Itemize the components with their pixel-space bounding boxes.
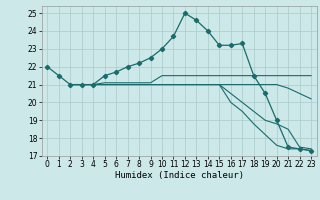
- X-axis label: Humidex (Indice chaleur): Humidex (Indice chaleur): [115, 171, 244, 180]
